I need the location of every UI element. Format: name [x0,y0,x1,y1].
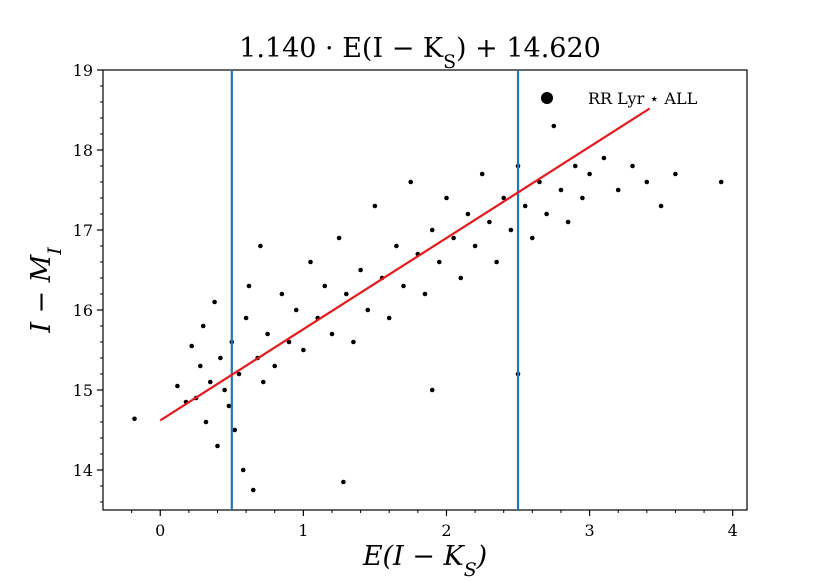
scatter-point [344,291,349,297]
scatter-point [200,323,206,329]
scatter-point [246,283,252,289]
scatter-point [408,179,414,185]
scatter-point [189,343,194,349]
scatter-point [236,371,242,377]
scatter-point [258,243,263,249]
scatter-point [226,403,232,409]
scatter-point [265,331,270,337]
scatter-point [322,283,328,289]
scatter-point [429,227,435,233]
y-axis-label: I − MI [26,247,66,334]
x-axis-ticks: 0 1 2 3 4 [131,510,738,540]
scatter-point [293,307,299,313]
scatter-point [479,171,485,177]
scatter-point [240,467,246,473]
x-tick-label: 1 [298,521,308,540]
scatter-point [286,339,292,345]
scatter-point [215,443,220,449]
scatter-point [222,387,227,393]
scatter-point [132,416,137,422]
scatter-point [251,487,256,493]
x-axis-label: E(I − KS) [362,541,487,581]
scatter-point [272,363,278,369]
scatter-point [279,291,285,297]
scatter-point [494,259,499,265]
scatter-point [601,155,607,161]
scatter-point [558,187,564,193]
scatter-point [386,315,392,321]
scatter-point [565,219,571,225]
scatter-point [175,383,180,389]
chart-title: 1.140 · E(I − KS) + 14.620 [239,33,601,73]
legend: RR Lyr ⋆ ALL [541,89,698,108]
scatter-point [673,171,678,177]
scatter-point [537,179,542,185]
scatter-point [644,179,650,185]
scatter-point [544,211,549,217]
legend-marker [541,92,553,104]
scatter-point [573,163,578,169]
scatter-point [437,259,442,265]
scatter-point [358,267,363,273]
y-axis-ticks: 14 15 16 17 18 19 [73,61,103,503]
scatter-point [372,203,378,209]
scatter-point [365,307,371,313]
scatter-point [198,363,203,369]
scatter-point [465,211,471,217]
scatter-point [341,479,346,485]
scatter-point [718,179,724,185]
scatter-point [232,427,237,433]
scatter-point [208,379,213,385]
scatter-point [487,219,492,225]
vertical-reference-lines [230,70,520,510]
y-tick-label: 15 [73,381,93,400]
scatter-point [329,331,335,337]
scatter-point [615,187,621,193]
scatter-point [451,235,456,241]
y-tick-label: 17 [73,221,93,240]
legend-entry-label: RR Lyr ⋆ ALL [588,89,698,108]
scatter-point [212,299,217,305]
scatter-point [401,283,406,289]
scatter-point [630,163,635,169]
scatter-points [132,123,724,493]
scatter-point [429,387,435,393]
fit-line-group [159,107,651,422]
x-tick-label: 3 [584,521,594,540]
scatter-point [336,235,342,241]
y-tick-label: 16 [73,301,93,320]
scatter-point [301,347,306,353]
scatter-point [551,123,557,129]
x-tick-label: 4 [728,521,738,540]
scatter-point [587,171,592,177]
scatter-point [444,195,449,201]
scatter-point [501,195,507,201]
scatter-point [658,203,664,209]
scatter-point [422,291,428,297]
scatter-point [472,243,478,249]
scatter-point [261,379,266,385]
scatter-point [394,243,399,249]
scatter-point [243,315,249,321]
scatter-point [508,227,514,233]
scatter-point [203,419,209,425]
scatter-point [530,235,535,241]
y-tick-label: 14 [73,461,93,480]
x-tick-label: 0 [155,521,165,540]
scatter-point [351,339,356,345]
scatter-point [580,195,585,201]
y-tick-label: 19 [73,61,93,80]
fit-line [159,107,651,422]
scatter-point [458,275,464,281]
plot-area-frame [102,69,748,511]
scatter-point [218,355,223,361]
x-tick-label: 2 [441,521,451,540]
scatter-point [522,203,528,209]
scatter-point [308,259,313,265]
y-tick-label: 18 [73,141,93,160]
